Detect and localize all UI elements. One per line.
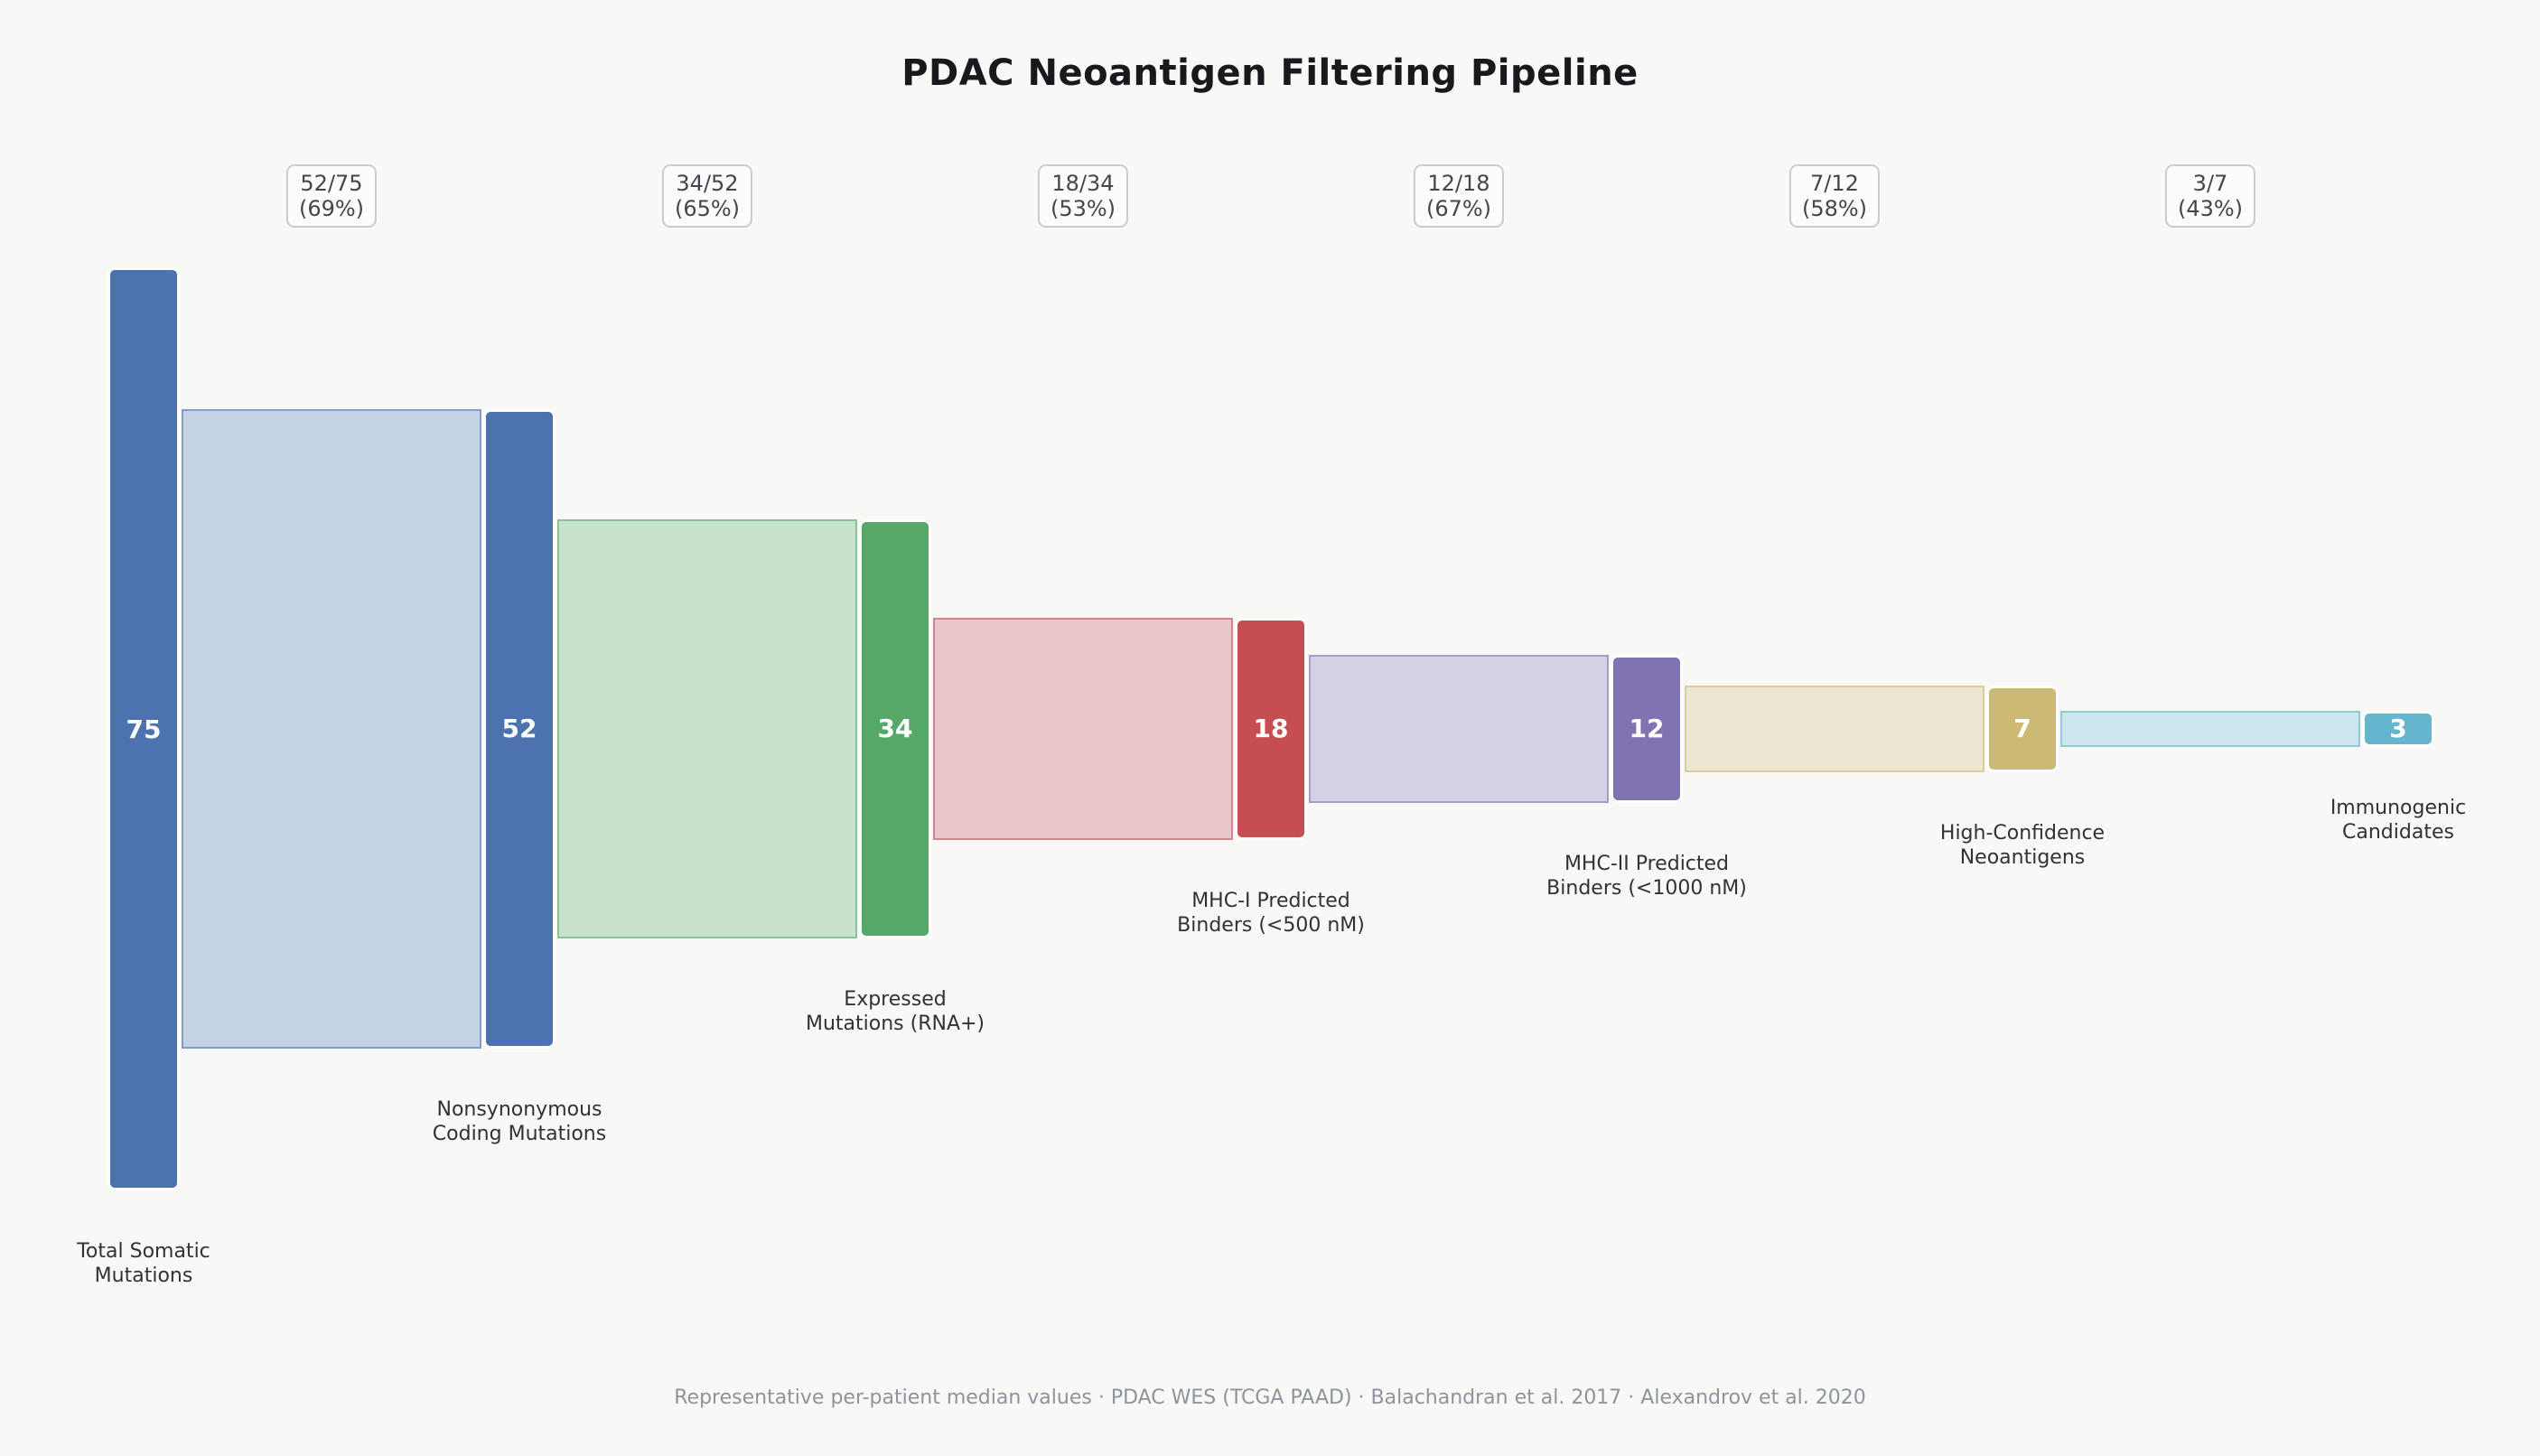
funnel-bar-value: 3 <box>2389 714 2407 744</box>
funnel-connector-high-confidence-neoantigens <box>1685 686 1984 772</box>
funnel-connector-mhc-i-predicted-binders-500-nm <box>933 618 1233 840</box>
chart-title: PDAC Neoantigen Filtering Pipeline <box>901 52 1639 94</box>
retention-badge-12-18: 12/18 (67%) <box>1413 164 1505 228</box>
stage-label-line: Nonsynonymous <box>436 1098 602 1122</box>
funnel-connector-expressed-mutations-rna <box>557 519 857 938</box>
funnel-bar-value: 34 <box>877 714 913 744</box>
retention-percent: (69%) <box>298 196 365 221</box>
stage-label-immunogenic-candidates: Immunogenic Candidates <box>2330 796 2466 845</box>
funnel-bar-expressed-mutations-rna: 34 <box>859 519 931 938</box>
funnel-bar-mhc-i-predicted-binders-500-nm: 18 <box>1235 618 1307 840</box>
retention-percent: (53%) <box>1050 196 1116 221</box>
funnel-bar-value: 7 <box>2013 714 2031 744</box>
stage-label-line: Candidates <box>2342 821 2454 845</box>
stage-label-line: Mutations (RNA+) <box>805 1012 985 1035</box>
funnel-bar-total-somatic-mutations: 75 <box>107 267 180 1190</box>
retention-badge-18-34: 18/34 (53%) <box>1037 164 1129 228</box>
funnel-connector-nonsynonymous-coding-mutations <box>182 408 481 1050</box>
retention-badge-7-12: 7/12 (58%) <box>1788 164 1881 228</box>
funnel-bar-value: 75 <box>126 714 162 744</box>
retention-percent: (43%) <box>2177 196 2244 221</box>
funnel-bar-value: 52 <box>501 714 537 744</box>
retention-badge-52-75: 52/75 (69%) <box>285 164 378 228</box>
stage-label-line: Coding Mutations <box>432 1123 607 1146</box>
stage-label-line: MHC-I Predicted <box>1191 889 1350 912</box>
stage-label-nonsynonymous-coding-mutations: Nonsynonymous Coding Mutations <box>433 1097 606 1146</box>
stage-label-line: MHC-II Predicted <box>1564 852 1730 875</box>
retention-ratio: 18/34 <box>1051 171 1115 196</box>
stage-label-total-somatic-mutations: Total Somatic Mutations <box>77 1239 210 1288</box>
funnel-bar-nonsynonymous-coding-mutations: 52 <box>483 408 556 1050</box>
stage-label-line: Binders (<500 nM) <box>1177 913 1365 937</box>
retention-ratio: 3/7 <box>2192 171 2228 196</box>
funnel-connector-immunogenic-candidates <box>2060 710 2360 748</box>
stage-label-line: Mutations <box>94 1265 193 1287</box>
retention-percent: (67%) <box>1425 196 1492 221</box>
funnel-connector-mhc-ii-predicted-binders-1000-nm <box>1309 655 1609 803</box>
retention-percent: (58%) <box>1801 196 1868 221</box>
stage-label-expressed-mutations-rna: Expressed Mutations (RNA+) <box>806 987 985 1036</box>
stage-label-line: High-Confidence <box>1939 821 2106 845</box>
funnel-bar-mhc-ii-predicted-binders-1000-nm: 12 <box>1611 655 1683 803</box>
stage-label-high-confidence-neoantigens: High-Confidence Neoantigens <box>1940 821 2105 870</box>
funnel-bar-high-confidence-neoantigens: 7 <box>1986 686 2059 772</box>
retention-ratio: 52/75 <box>300 171 363 196</box>
chart-footnote: Representative per-patient median values… <box>674 1386 1866 1409</box>
stage-label-mhc-ii-predicted-binders-1000-nm: MHC-II Predicted Binders (<1000 nM) <box>1546 852 1747 901</box>
stage-label-line: Binders (<1000 nM) <box>1546 876 1747 900</box>
retention-badge-34-52: 34/52 (65%) <box>661 164 753 228</box>
retention-ratio: 34/52 <box>676 171 739 196</box>
funnel-bar-value: 12 <box>1629 714 1665 744</box>
stage-label-mhc-i-predicted-binders-500-nm: MHC-I Predicted Binders (<500 nM) <box>1177 889 1365 938</box>
funnel-bar-value: 18 <box>1253 714 1289 744</box>
retention-badge-3-7: 3/7 (43%) <box>2164 164 2256 228</box>
retention-percent: (65%) <box>674 196 741 221</box>
stage-label-line: Neoantigens <box>1959 845 2086 869</box>
retention-ratio: 7/12 <box>1810 171 1859 196</box>
funnel-bar-immunogenic-candidates: 3 <box>2362 710 2434 748</box>
retention-ratio: 12/18 <box>1427 171 1490 196</box>
stage-label-line: Immunogenic <box>2330 797 2467 820</box>
stage-label-line: Expressed <box>844 987 947 1011</box>
stage-label-line: Total Somatic <box>77 1240 210 1263</box>
